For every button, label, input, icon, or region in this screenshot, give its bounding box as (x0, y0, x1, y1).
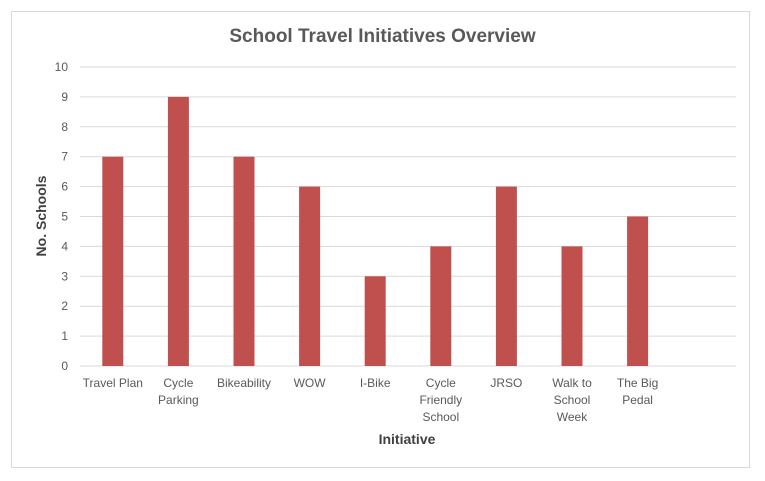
x-tick-labels: Travel Plan Cycle Parking Bikeability WOW I-B… (83, 376, 659, 424)
bar (364, 276, 386, 366)
x-tick-label: JRSO (490, 376, 522, 390)
y-tick-label: 8 (61, 120, 68, 134)
x-tick-label: The Big Pedal (617, 376, 658, 407)
gridlines (80, 66, 736, 367)
y-tick-label: 5 (61, 210, 68, 224)
x-tick-label: Walk to School Week (552, 376, 592, 424)
chart-title: School Travel Initiatives Overview (229, 26, 536, 47)
x-tick-label: WOW (294, 376, 327, 390)
x-tick-label: Travel Plan (83, 376, 143, 390)
bar (167, 96, 189, 367)
x-tick-label: Cycle Parking (158, 376, 199, 407)
y-tick-label: 1 (61, 329, 68, 343)
y-tick-label: 3 (61, 269, 68, 283)
bar (561, 246, 583, 366)
y-tick-label: 2 (61, 299, 68, 313)
bar (299, 186, 321, 366)
x-tick-label: Cycle Friendly School (419, 376, 462, 424)
y-tick-label: 6 (61, 180, 68, 194)
bar (495, 186, 517, 366)
y-tick-label: 7 (61, 150, 68, 164)
bar (233, 156, 255, 366)
x-tick-label: I-Bike (360, 376, 391, 390)
x-axis-label: Initiative (379, 431, 436, 447)
bars (102, 96, 649, 367)
y-tick-labels: 0 1 2 3 4 5 6 7 8 9 10 (55, 60, 69, 373)
y-tick-label: 10 (55, 60, 69, 74)
x-tick-label: Bikeability (217, 376, 271, 390)
bar (102, 156, 124, 366)
y-axis-label: No. Schools (33, 175, 49, 256)
y-tick-label: 9 (61, 90, 68, 104)
y-tick-label: 4 (61, 239, 68, 253)
bar (627, 216, 649, 366)
chart-frame (11, 11, 750, 468)
y-tick-label: 0 (61, 359, 68, 373)
bar (430, 246, 452, 366)
